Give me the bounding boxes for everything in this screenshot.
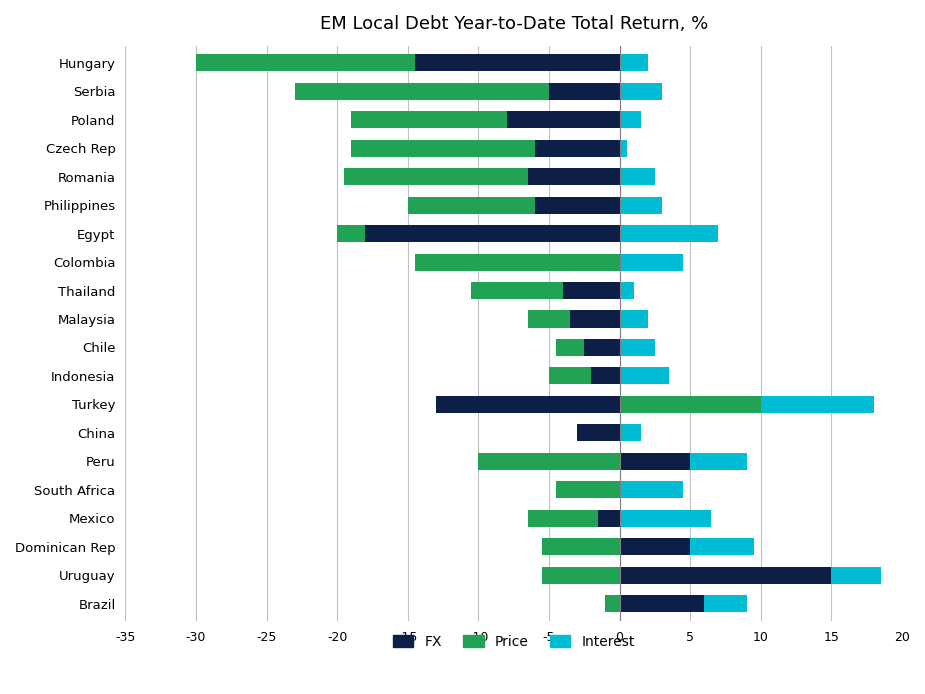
- Bar: [620, 339, 655, 356]
- Bar: [620, 481, 684, 498]
- Bar: [338, 225, 365, 242]
- Bar: [620, 54, 647, 71]
- Bar: [528, 310, 570, 328]
- Bar: [620, 567, 832, 584]
- Bar: [542, 567, 620, 584]
- Bar: [832, 567, 881, 584]
- Bar: [620, 83, 662, 100]
- Bar: [563, 282, 620, 299]
- Bar: [352, 139, 535, 157]
- Bar: [196, 54, 414, 71]
- Bar: [414, 54, 620, 71]
- Bar: [528, 168, 620, 185]
- Bar: [535, 196, 620, 214]
- Bar: [620, 310, 647, 328]
- Bar: [620, 452, 690, 470]
- Bar: [577, 424, 620, 441]
- Bar: [344, 168, 528, 185]
- Bar: [690, 539, 754, 555]
- Bar: [414, 253, 620, 271]
- Bar: [408, 196, 535, 214]
- Bar: [620, 595, 704, 612]
- Bar: [585, 339, 620, 356]
- Bar: [570, 310, 620, 328]
- Bar: [478, 452, 620, 470]
- Bar: [556, 339, 585, 356]
- Bar: [704, 595, 746, 612]
- Bar: [690, 452, 746, 470]
- Bar: [436, 396, 620, 413]
- Bar: [542, 539, 620, 555]
- Bar: [591, 367, 620, 384]
- Bar: [528, 509, 598, 527]
- Bar: [620, 367, 669, 384]
- Bar: [620, 282, 634, 299]
- Bar: [620, 139, 626, 157]
- Bar: [352, 111, 507, 128]
- Bar: [606, 595, 620, 612]
- Bar: [620, 111, 641, 128]
- Bar: [472, 282, 563, 299]
- Bar: [556, 481, 620, 498]
- Bar: [620, 539, 690, 555]
- Bar: [598, 509, 620, 527]
- Bar: [620, 424, 641, 441]
- Bar: [620, 196, 662, 214]
- Title: EM Local Debt Year-to-Date Total Return, %: EM Local Debt Year-to-Date Total Return,…: [319, 15, 708, 33]
- Bar: [620, 168, 655, 185]
- Bar: [535, 139, 620, 157]
- Bar: [620, 396, 761, 413]
- Bar: [507, 111, 620, 128]
- Legend: FX, Price, Interest: FX, Price, Interest: [387, 629, 640, 654]
- Bar: [295, 83, 549, 100]
- Bar: [620, 253, 684, 271]
- Bar: [549, 83, 620, 100]
- Bar: [620, 509, 711, 527]
- Bar: [761, 396, 874, 413]
- Bar: [620, 225, 719, 242]
- Bar: [365, 225, 620, 242]
- Bar: [549, 367, 591, 384]
